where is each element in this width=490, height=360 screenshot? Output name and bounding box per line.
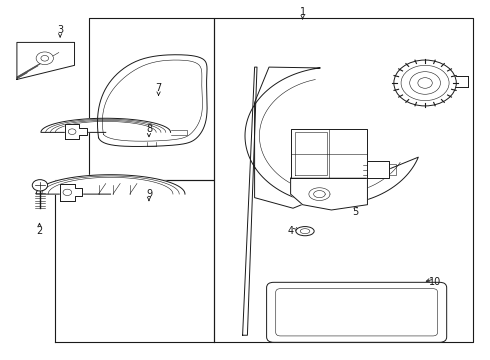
Text: 3: 3 [57, 25, 63, 35]
Circle shape [418, 78, 432, 88]
Ellipse shape [300, 229, 310, 234]
Text: 1: 1 [299, 8, 306, 17]
Text: 5: 5 [352, 207, 359, 217]
Circle shape [41, 55, 49, 61]
FancyBboxPatch shape [267, 282, 447, 342]
Text: 10: 10 [429, 277, 441, 287]
Circle shape [68, 129, 76, 135]
Polygon shape [291, 129, 368, 178]
Polygon shape [245, 67, 418, 208]
Polygon shape [41, 118, 171, 132]
Text: 2: 2 [36, 226, 43, 236]
FancyBboxPatch shape [276, 289, 438, 336]
Text: 9: 9 [146, 189, 152, 199]
Polygon shape [243, 67, 257, 335]
Circle shape [410, 72, 441, 94]
Polygon shape [36, 175, 185, 194]
Polygon shape [368, 161, 389, 178]
Circle shape [394, 60, 456, 106]
Polygon shape [98, 55, 207, 147]
Polygon shape [291, 178, 368, 210]
Text: 4: 4 [288, 226, 294, 236]
Polygon shape [65, 123, 87, 139]
Text: 7: 7 [155, 83, 162, 93]
Polygon shape [17, 42, 74, 80]
Text: 6: 6 [408, 64, 414, 74]
Circle shape [32, 180, 48, 191]
Ellipse shape [296, 226, 314, 236]
Circle shape [401, 66, 449, 100]
Circle shape [36, 52, 53, 65]
Polygon shape [60, 184, 82, 201]
Text: 8: 8 [146, 124, 152, 134]
Circle shape [63, 189, 72, 195]
